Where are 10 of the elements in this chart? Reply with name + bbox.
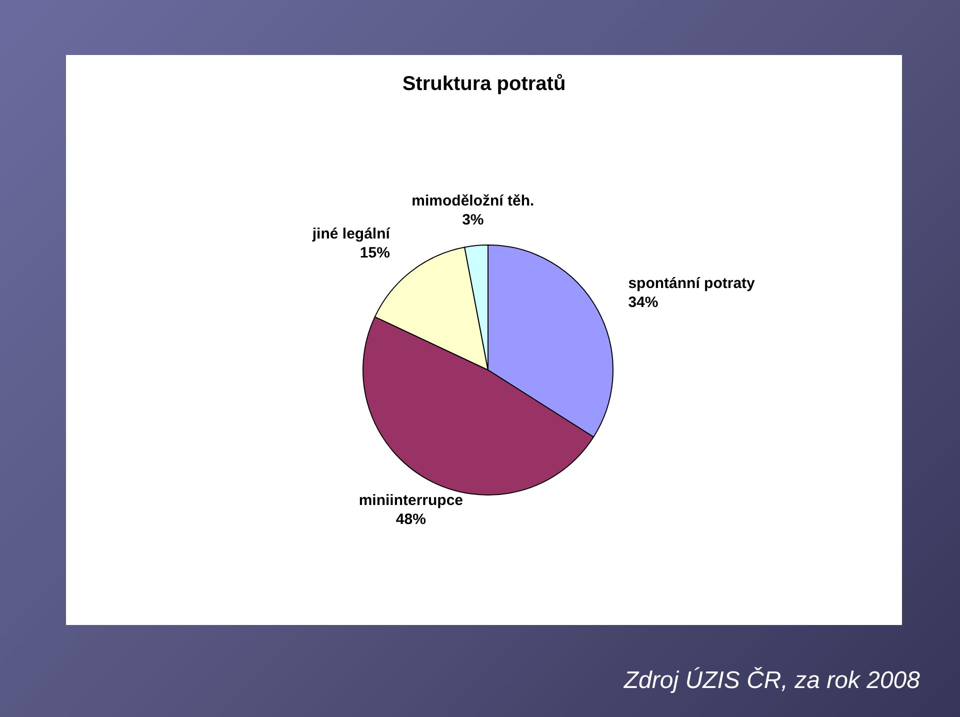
- slice-label: spontánní potraty: [628, 274, 756, 292]
- slice-label: jiné legální: [311, 226, 391, 243]
- data-label: 3%: [462, 212, 484, 229]
- data-label: 48%: [396, 511, 426, 528]
- chart-title: Struktura potratů: [401, 73, 567, 96]
- data-label: 34%: [628, 294, 658, 311]
- slice-label: mimoděložní těh.: [412, 192, 534, 210]
- slice-label: miniinterrupce: [358, 492, 464, 510]
- text: Zdroj ÚZIS ČR, za rok 2008: [624, 667, 920, 695]
- data-label: 15%: [360, 244, 390, 262]
